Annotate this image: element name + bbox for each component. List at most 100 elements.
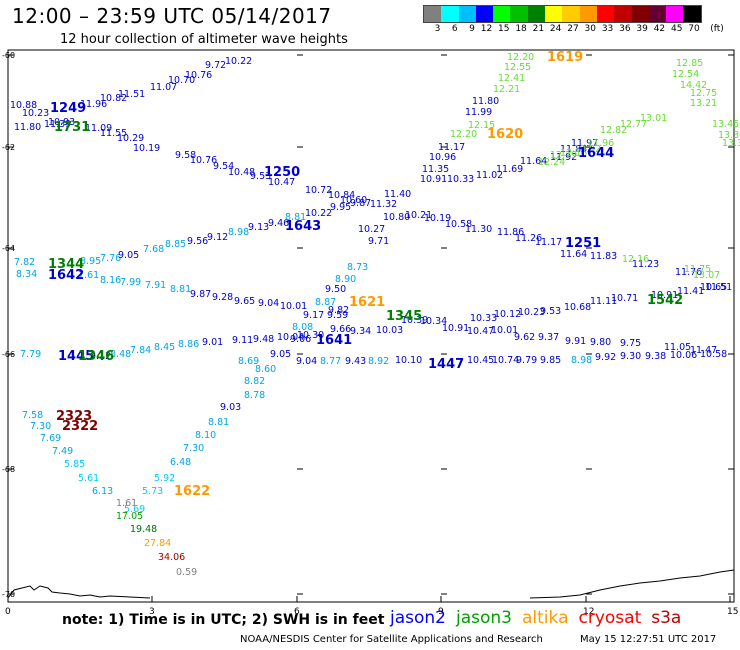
wave-height-label: 6.48 (170, 457, 191, 468)
time-marker: 2322 (62, 419, 98, 434)
time-marker: 1644 (578, 146, 614, 161)
wave-height-label: 10.84 (328, 190, 355, 201)
wave-height-label: 7.99 (120, 277, 141, 288)
wave-height-label: 10.12 (494, 309, 521, 320)
wave-height-label: 5.61 (78, 473, 99, 484)
wave-height-label: 10.58 (445, 219, 472, 230)
wave-height-label: 10.91 (442, 323, 469, 334)
wave-height-label: 9.43 (345, 356, 366, 367)
colorbar-swatch (579, 6, 597, 22)
wave-height-label: 10.39 (401, 315, 428, 326)
wave-height-label: 12.21 (493, 84, 520, 95)
wave-height-label: 7.61 (78, 270, 99, 281)
x-tick-label: 9 (438, 607, 444, 617)
colorbar-tick: 24 (549, 24, 562, 34)
wave-height-label: 10.19 (133, 143, 160, 154)
wave-height-label: 11.96 (587, 138, 614, 149)
colorbar-tick: 36 (619, 24, 631, 34)
satellite-legend-item: altika (522, 608, 569, 628)
time-marker: 1620 (487, 127, 523, 142)
wave-height-label: 9.05 (270, 349, 291, 360)
wave-height-label: 11.17 (438, 142, 465, 153)
wave-height-label: 10.76 (190, 155, 217, 166)
wave-height-label: 11.97 (571, 138, 598, 149)
wave-height-label: 7.79 (20, 349, 41, 360)
wave-height-label: 10.04 (277, 332, 304, 343)
x-tick-label: 12 (583, 607, 594, 617)
satellite-legend-item: s3a (651, 608, 682, 628)
time-marker: 1619 (547, 50, 583, 65)
wave-height-label: 17.05 (116, 511, 143, 522)
wave-height-label: 12.20 (450, 129, 477, 140)
wave-height-label: 12.16 (560, 148, 587, 159)
wave-height-label: 10.21 (405, 210, 432, 221)
wave-height-label: 9.12 (90, 351, 111, 362)
coastline-segment (529, 569, 735, 599)
time-marker: 1643 (285, 219, 321, 234)
time-marker: 1641 (316, 333, 352, 348)
wave-height-label: 7.68 (143, 244, 164, 255)
colorbar-swatch (424, 6, 442, 22)
wave-height-label: 9.65 (234, 296, 255, 307)
wave-height-label: 8.60 (255, 364, 276, 375)
note-text: note: 1) Time is in UTC; 2) SWH is in fe… (62, 612, 385, 628)
wave-height-label: 8.48 (110, 349, 131, 360)
wave-height-label: 9.53 (540, 306, 561, 317)
wave-height-label: 12.19 (550, 150, 577, 161)
wave-height-label: 5.85 (64, 459, 85, 470)
wave-height-label: 11.23 (632, 259, 659, 270)
wave-height-label: 5.73 (142, 486, 163, 497)
wave-height-label: 10.33 (470, 313, 497, 324)
wave-height-label: 7.91 (145, 280, 166, 291)
wave-height-label: 8.81 (170, 284, 191, 295)
wave-height-label: 9.92 (595, 352, 616, 363)
wave-height-label: 9.87 (350, 198, 371, 209)
wave-height-label: 11.35 (422, 164, 449, 175)
colorbar-swatch (527, 6, 546, 22)
wave-height-label: 9.17 (303, 310, 324, 321)
wave-height-label: 11.64 (560, 249, 587, 260)
wave-height-label: 8.34 (16, 269, 37, 280)
wave-height-label: 11.76 (675, 267, 702, 278)
wave-height-label: 7.82 (14, 257, 35, 268)
wave-height-label: 11.83 (590, 251, 617, 262)
credit-text: NOAA/NESDIS Center for Satellite Applica… (240, 634, 543, 645)
wave-height-label: 13.45 (712, 119, 739, 130)
wave-height-label: 9.05 (118, 250, 139, 261)
wave-height-label: 9.87 (190, 289, 211, 300)
wave-height-label: 9.85 (540, 355, 561, 366)
wave-height-label: 12.82 (600, 125, 627, 136)
wave-height-label: 10.93 (48, 117, 75, 128)
wave-height-label: 9.95 (330, 202, 351, 213)
wave-height-label: 8.78 (244, 390, 265, 401)
colorbar-tick: 27 (567, 24, 579, 34)
map-title: 12:00 – 23:59 UTC 05/14/2017 (12, 4, 332, 28)
time-marker: 1542 (647, 293, 683, 308)
wave-height-label: 10.01 (491, 325, 518, 336)
time-marker: 1249 (50, 101, 86, 116)
wave-height-label: 8.08 (292, 322, 313, 333)
time-marker: 1346 (78, 349, 114, 364)
wave-height-label: 9.13 (248, 222, 269, 233)
colorbar-swatch (614, 6, 632, 22)
wave-height-label: 11.92 (550, 152, 577, 163)
wave-height-label: 11.40 (384, 189, 411, 200)
wave-height-colorbar (423, 5, 702, 23)
wave-height-label: 10.27 (358, 224, 385, 235)
time-marker: 1447 (428, 357, 464, 372)
time-marker: 1622 (174, 484, 210, 499)
wave-height-label: 9.56 (187, 236, 208, 247)
wave-height-label: 12.55 (504, 62, 531, 73)
wave-height-label: 9.58 (175, 150, 196, 161)
wave-height-label: 11.41 (677, 286, 704, 297)
wave-height-label: 11.99 (465, 107, 492, 118)
wave-height-label: 11.84 (560, 144, 587, 155)
wave-height-label: 10.76 (185, 70, 212, 81)
colorbar-tick: 42 (653, 24, 666, 34)
wave-height-label: 7.49 (52, 446, 73, 457)
wave-height-label: 13.38 (722, 138, 740, 149)
wave-height-label: 8.10 (195, 430, 216, 441)
wave-height-label: 11.55 (100, 128, 127, 139)
